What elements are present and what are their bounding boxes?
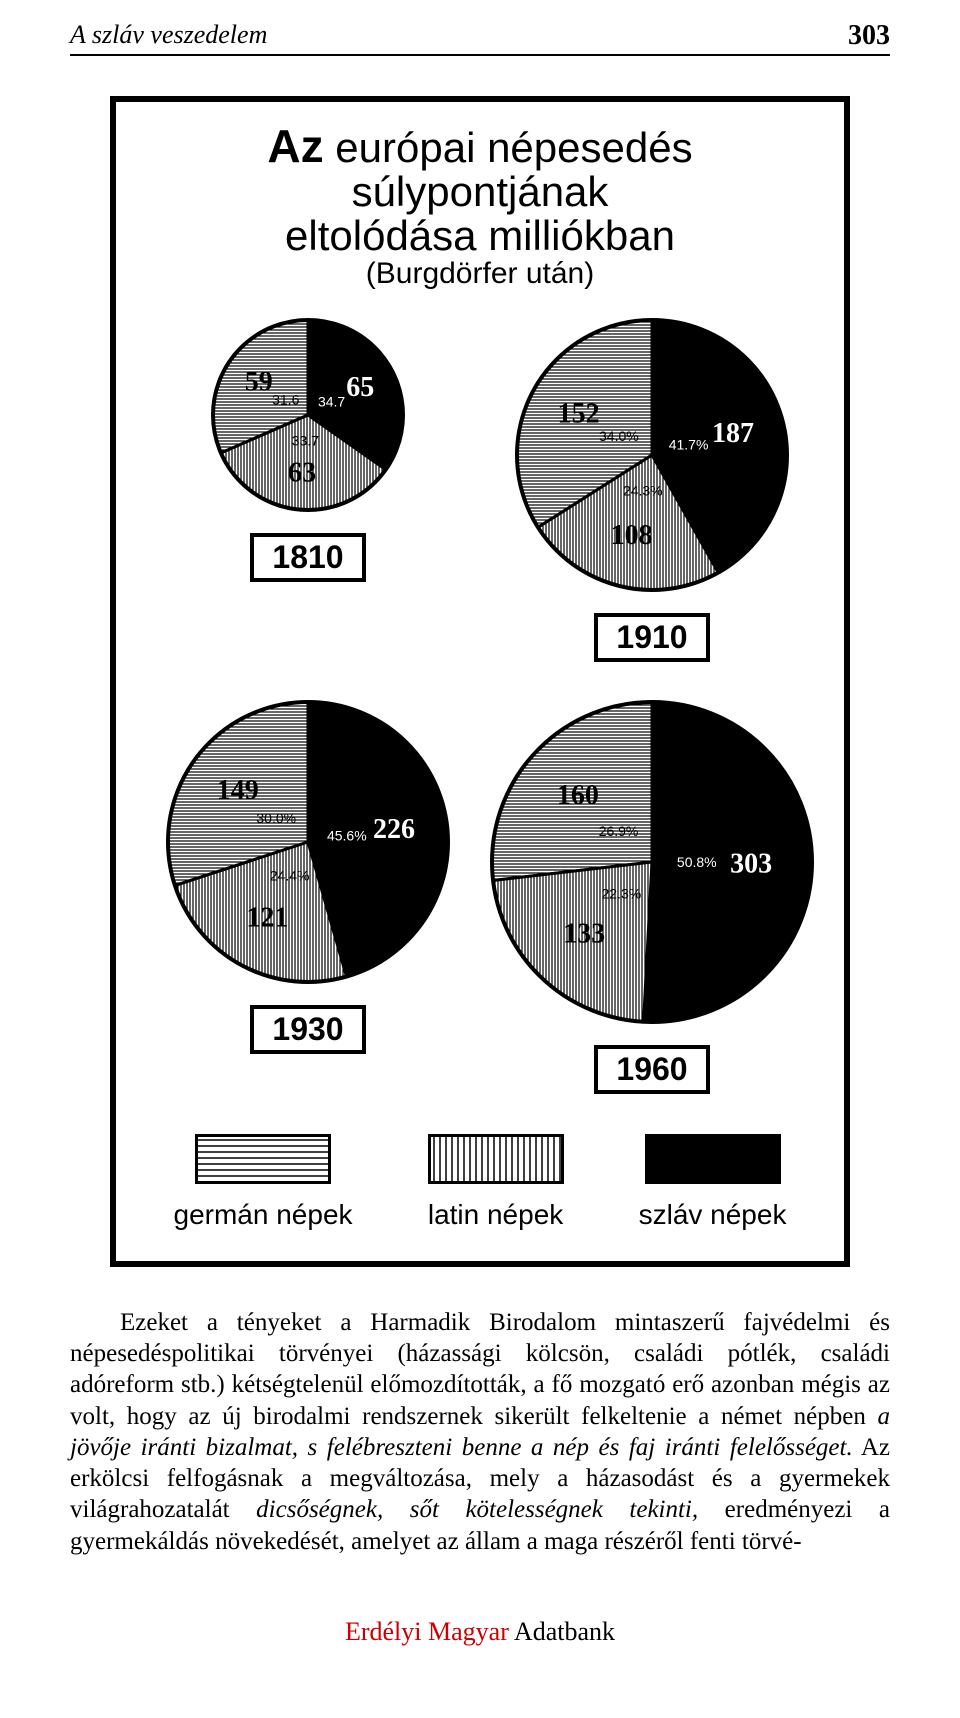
figure-title: Az európai népesedés súlypontjának eltol… xyxy=(136,122,824,290)
year-label-1960: 1960 xyxy=(594,1045,709,1094)
svg-text:26.9%: 26.9% xyxy=(599,823,639,839)
legend-german-label: germán népek xyxy=(174,1199,353,1231)
year-label-1810: 1810 xyxy=(250,533,365,582)
footer-credit: Erdélyi Magyar Adatbank xyxy=(70,1617,890,1647)
figure-panel: Az európai népesedés súlypontjának eltol… xyxy=(110,96,850,1267)
swatch-german xyxy=(195,1134,331,1184)
svg-text:187: 187 xyxy=(712,418,754,449)
pie-svg-1910: 15234.0% 18741.7% 108 24.3% xyxy=(482,310,822,600)
svg-text:30.0%: 30.0% xyxy=(256,810,296,826)
title-line2: eltolódása milliókban xyxy=(136,214,824,258)
legend-german: germán népek xyxy=(174,1134,353,1231)
svg-text:50.8%: 50.8% xyxy=(677,854,717,870)
svg-text:226: 226 xyxy=(373,814,415,845)
svg-text:152: 152 xyxy=(558,399,600,430)
pie-1810: 5931.6 6534.7 63 33.7 1810 xyxy=(136,310,480,662)
pie-1910: 15234.0% 18741.7% 108 24.3% 1910 xyxy=(480,310,824,662)
year-label-1910: 1910 xyxy=(594,613,709,662)
svg-text:63: 63 xyxy=(288,458,316,489)
running-title: A szláv veszedelem xyxy=(70,20,267,52)
body-run1: Ezeket a tényeket a Harmadik Birodalom m… xyxy=(70,1309,890,1430)
running-header: A szláv veszedelem 303 xyxy=(70,20,890,56)
pie-svg-1930: 149 30.0% 226 45.6% 121 24.4% xyxy=(138,692,478,992)
legend-latin: latin népek xyxy=(428,1134,564,1231)
legend-slav-label: szláv népek xyxy=(639,1199,787,1231)
body-paragraph: Ezeket a tényeket a Harmadik Birodalom m… xyxy=(70,1307,890,1557)
page-number: 303 xyxy=(848,20,890,52)
pie-1960: 16026.9% 303 50.8% 133 22.3% 1960 xyxy=(480,692,824,1094)
title-bold: Az xyxy=(267,120,323,172)
title-line3: (Burgdörfer után) xyxy=(136,258,824,290)
legend: germán népek latin népek szláv népek xyxy=(136,1134,824,1231)
svg-text:108: 108 xyxy=(611,520,653,551)
svg-text:65: 65 xyxy=(346,372,374,403)
footer-black: Adatbank xyxy=(509,1617,615,1646)
svg-text:24.3%: 24.3% xyxy=(623,483,663,499)
svg-text:303: 303 xyxy=(730,849,772,880)
svg-text:34.7: 34.7 xyxy=(318,394,345,410)
legend-slav: szláv népek xyxy=(639,1134,787,1231)
year-label-1930: 1930 xyxy=(250,1005,365,1054)
svg-text:33.7: 33.7 xyxy=(292,432,319,448)
svg-text:149: 149 xyxy=(217,775,259,806)
legend-latin-label: latin népek xyxy=(428,1199,564,1231)
svg-text:24.4%: 24.4% xyxy=(270,868,310,884)
body-italic2: dicsőségnek, sőt kötelességnek tekinti, xyxy=(256,1496,698,1523)
footer-red: Erdélyi Magyar xyxy=(345,1617,509,1646)
svg-text:59: 59 xyxy=(245,367,273,398)
pie-svg-1810: 5931.6 6534.7 63 33.7 xyxy=(138,310,478,520)
svg-text:34.0%: 34.0% xyxy=(599,428,639,444)
svg-text:31.6: 31.6 xyxy=(272,391,299,407)
svg-text:22.3%: 22.3% xyxy=(601,886,641,902)
swatch-slav xyxy=(645,1134,781,1184)
svg-text:160: 160 xyxy=(557,780,599,811)
svg-text:45.6%: 45.6% xyxy=(327,828,367,844)
svg-text:41.7%: 41.7% xyxy=(669,436,709,452)
title-line1: európai népesedés súlypontjának xyxy=(324,124,693,215)
swatch-latin xyxy=(428,1134,564,1184)
svg-text:133: 133 xyxy=(563,918,605,949)
pie-svg-1960: 16026.9% 303 50.8% 133 22.3% xyxy=(482,692,822,1032)
pie-1930: 149 30.0% 226 45.6% 121 24.4% 1930 xyxy=(136,692,480,1094)
svg-text:121: 121 xyxy=(246,903,288,934)
pie-charts-grid: 5931.6 6534.7 63 33.7 1810 15234.0% 18741.7% 10… xyxy=(136,310,824,1094)
